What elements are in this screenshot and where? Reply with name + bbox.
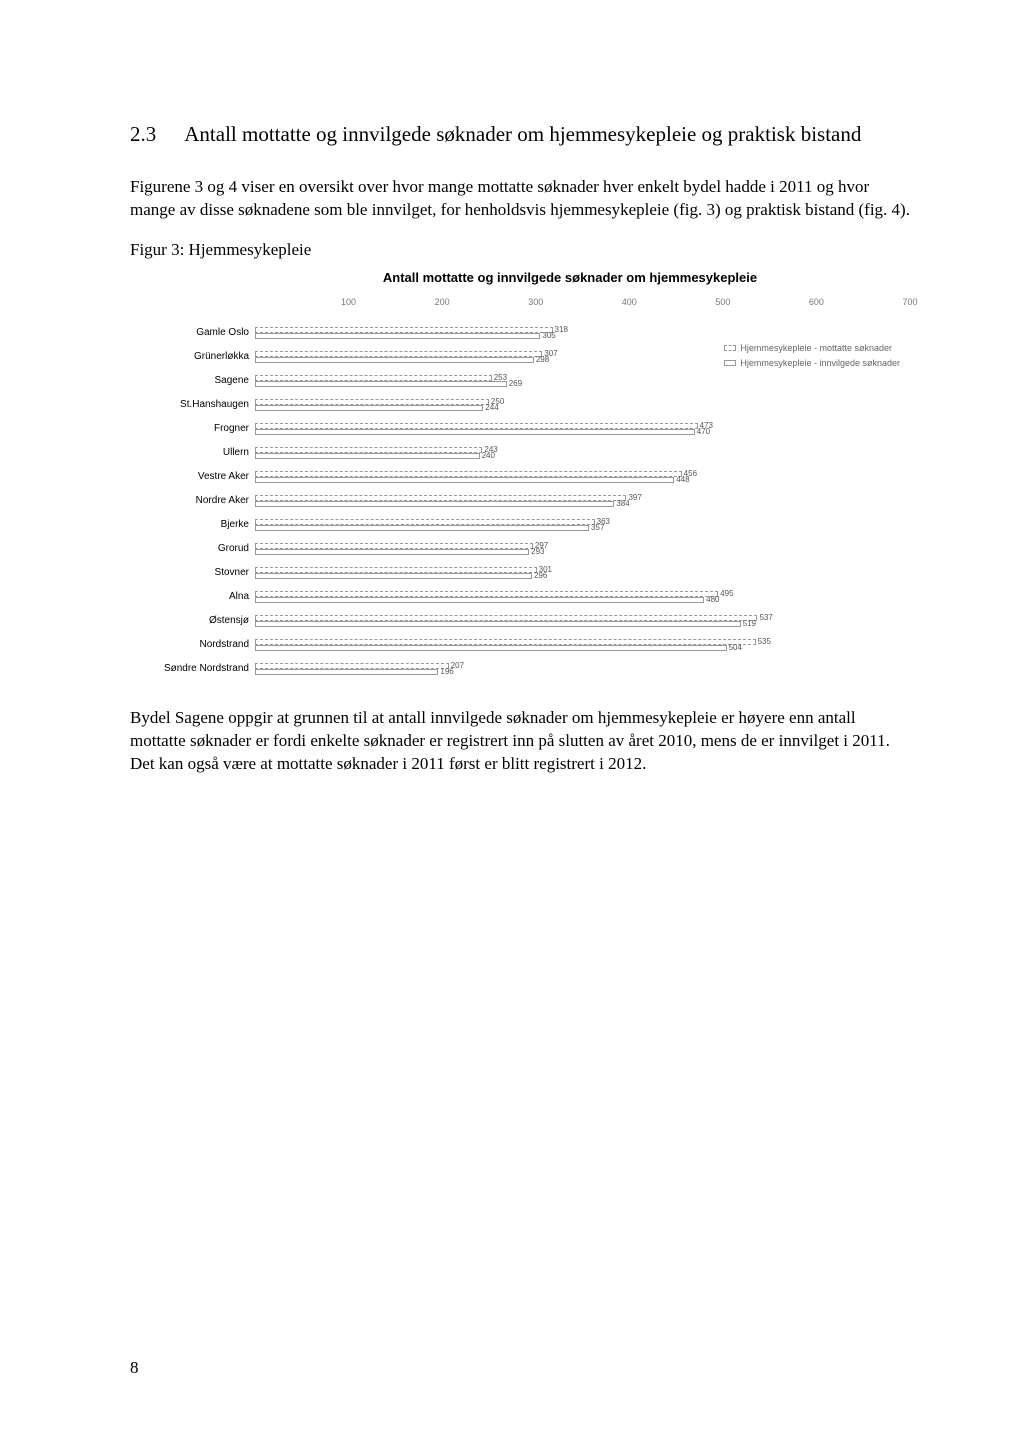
bar-row: 207196 — [255, 657, 910, 681]
bar-innvilget: 240 — [255, 453, 480, 459]
page-number: 8 — [130, 1358, 139, 1378]
x-tick: 700 — [902, 297, 917, 307]
x-tick: 300 — [528, 297, 543, 307]
bar-value: 269 — [509, 379, 522, 388]
bar-innvilget: 269 — [255, 381, 507, 387]
bar-value: 240 — [482, 451, 495, 460]
bar-value: 196 — [440, 667, 453, 676]
bar-row: 397384 — [255, 489, 910, 513]
legend-item-innvilget: Hjemmesykepleie - innvilgede søknader — [724, 356, 900, 370]
legend-item-mottatt: Hjemmesykepleie - mottatte søknader — [724, 341, 900, 355]
x-tick: 500 — [715, 297, 730, 307]
figure-label: Figur 3: Hjemmesykepleie — [130, 240, 914, 260]
bar-innvilget: 384 — [255, 501, 614, 507]
bar-row: 301296 — [255, 561, 910, 585]
bar-innvilget: 296 — [255, 573, 532, 579]
section-title: Antall mottatte og innvilgede søknader o… — [184, 120, 861, 148]
y-label: Grünerløkka — [130, 345, 255, 369]
y-label: Bjerke — [130, 513, 255, 537]
bar-innvilget: 504 — [255, 645, 727, 651]
bar-value: 244 — [485, 403, 498, 412]
x-tick: 100 — [341, 297, 356, 307]
bar-row: 473470 — [255, 417, 910, 441]
bar-innvilget: 357 — [255, 525, 589, 531]
intro-paragraph: Figurene 3 og 4 viser en oversikt over h… — [130, 176, 914, 222]
bar-row: 363357 — [255, 513, 910, 537]
y-label: Nordstrand — [130, 633, 255, 657]
bar-value: 537 — [759, 613, 772, 622]
bar-value: 384 — [616, 499, 629, 508]
bar-value: 298 — [536, 355, 549, 364]
bar-innvilget: 196 — [255, 669, 438, 675]
y-label: Stovner — [130, 561, 255, 585]
chart-body: Gamle OsloGrünerløkkaSageneSt.Hanshaugen… — [130, 297, 910, 681]
bar-innvilget: 305 — [255, 333, 540, 339]
chart-title: Antall mottatte og innvilgede søknader o… — [230, 270, 910, 285]
bar-row: 535 504 — [255, 633, 910, 657]
chart-container: Antall mottatte og innvilgede søknader o… — [130, 270, 910, 681]
bar-innvilget: 470 — [255, 429, 695, 435]
legend-label: Hjemmesykepleie - mottatte søknader — [740, 341, 892, 355]
y-label: Gamle Oslo — [130, 321, 255, 345]
bar-value: 357 — [591, 523, 604, 532]
x-tick: 200 — [435, 297, 450, 307]
bar-value: 448 — [676, 475, 689, 484]
section-heading: 2.3 Antall mottatte og innvilgede søknad… — [130, 120, 914, 148]
legend-swatch-icon — [724, 360, 736, 366]
y-label: Ullern — [130, 441, 255, 465]
bar-innvilget: 244 — [255, 405, 483, 411]
y-label: Alna — [130, 585, 255, 609]
y-label: Søndre Nordstrand — [130, 657, 255, 681]
bar-row: 297293 — [255, 537, 910, 561]
y-label: Grorud — [130, 537, 255, 561]
bar-innvilget: 298 — [255, 357, 534, 363]
x-axis: 100200300400500600700 — [255, 297, 910, 317]
bar-row: 456448 — [255, 465, 910, 489]
bar-row: 250244 — [255, 393, 910, 417]
bar-row: 243240 — [255, 441, 910, 465]
y-label: Vestre Aker — [130, 465, 255, 489]
chart-legend: Hjemmesykepleie - mottatte søknader Hjem… — [724, 341, 900, 370]
bar-row: 495480 — [255, 585, 910, 609]
x-tick: 400 — [622, 297, 637, 307]
y-label: St.Hanshaugen — [130, 393, 255, 417]
bar-innvilget: 480 — [255, 597, 704, 603]
y-label: Frogner — [130, 417, 255, 441]
closing-paragraph: Bydel Sagene oppgir at grunnen til at an… — [130, 707, 914, 776]
bar-value: 397 — [628, 493, 641, 502]
legend-swatch-icon — [724, 345, 736, 351]
bar-value: 535 — [758, 637, 771, 646]
section-number: 2.3 — [130, 120, 156, 148]
bar-innvilget: 293 — [255, 549, 529, 555]
bar-row: 253269 — [255, 369, 910, 393]
y-label: Nordre Aker — [130, 489, 255, 513]
y-label: Østensjø — [130, 609, 255, 633]
bar-value: 293 — [531, 547, 544, 556]
bar-value: 318 — [555, 325, 568, 334]
bar-innvilget: 519 — [255, 621, 741, 627]
bar-value: 519 — [743, 619, 756, 628]
bar-value: 470 — [697, 427, 710, 436]
bar-innvilget: 448 — [255, 477, 674, 483]
y-axis-labels: Gamle OsloGrünerløkkaSageneSt.Hanshaugen… — [130, 297, 255, 681]
x-tick: 600 — [809, 297, 824, 307]
bar-value: 504 — [729, 643, 742, 652]
bar-value: 480 — [706, 595, 719, 604]
bar-row: 537519 — [255, 609, 910, 633]
plot-area: 100200300400500600700 318305307298253269… — [255, 297, 910, 681]
bars-area: 3183053072982532692502444734702432404564… — [255, 321, 910, 681]
bar-value: 296 — [534, 571, 547, 580]
bar-value: 495 — [720, 589, 733, 598]
bar-value: 305 — [542, 331, 555, 340]
y-label: Sagene — [130, 369, 255, 393]
legend-label: Hjemmesykepleie - innvilgede søknader — [740, 356, 900, 370]
